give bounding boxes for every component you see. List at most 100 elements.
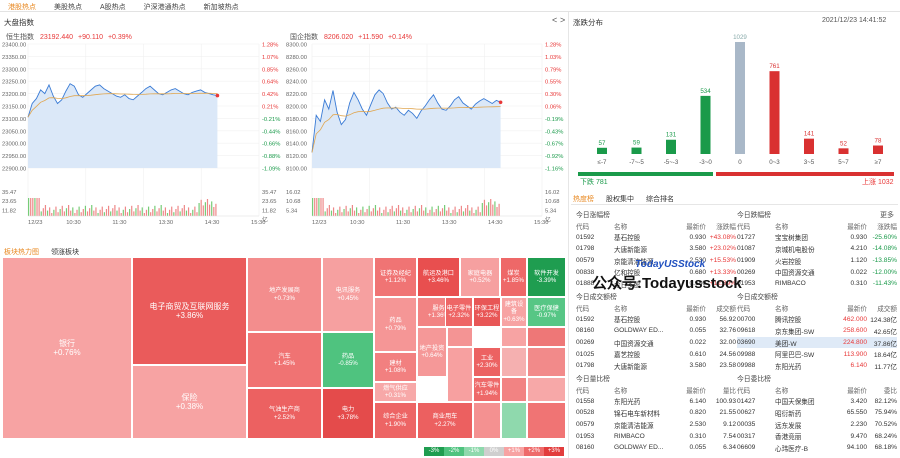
hscei-chart[interactable]: 8300.00 1.28% 8280.00 1.03% 8260.00 0.79% 8240… — [284, 40, 568, 240]
heat-cell-commercial-vehicle[interactable]: 商业用车 +2.27% — [417, 402, 473, 439]
heat-cell-drugs[interactable]: 药品 +0.79% — [374, 297, 417, 352]
table-row[interactable]: 01909 火岩控股 1.120 -13.85% — [737, 255, 897, 267]
heat-cell-conglomerate[interactable]: 综合企业 +1.90% — [374, 402, 417, 439]
table-row[interactable]: 00269 中国资源交通 0.022 32.00 — [576, 337, 736, 349]
heat-cell-ecommerce[interactable]: 电子商贸及互联网服务 +3.86% — [132, 257, 247, 365]
table-row[interactable]: 00528 锦石电车新材料 0.820 21.55 — [576, 407, 736, 419]
heat-cell-power[interactable]: 电力 +3.78% — [322, 388, 374, 439]
sector-heatmap[interactable]: 银行 +0.76% 电子商贸及互联网服务 +3.86% 保险 +0.38% 地产发展商 +0.… — [2, 257, 566, 439]
tab-heatmap[interactable]: 板块热力图 — [4, 249, 39, 256]
heat-cell-oil[interactable]: 气油生产商 +2.52% — [247, 388, 322, 439]
hscei-name[interactable]: 国企指数 — [290, 34, 318, 41]
table-row[interactable]: 01558 东阳光药 6.140 100.93 — [576, 396, 736, 408]
heat-cell-insurance[interactable]: 保险 +0.38% — [132, 365, 247, 439]
y-tick-label: 23100.00 — [2, 117, 26, 123]
table-row[interactable]: 01025 嘉艺控股 0.610 24.56 — [576, 348, 736, 360]
column-header: 名称 — [775, 223, 789, 231]
heat-cell-property[interactable]: 地产发展商 +0.73% — [247, 257, 322, 332]
heat-cell-minor[interactable] — [501, 402, 527, 439]
heat-cell-minor[interactable] — [447, 327, 473, 347]
table-row[interactable]: 01727 宝宝树集团 0.930 -25.60% — [737, 232, 897, 244]
table-cell: 24.56 — [719, 350, 736, 358]
table-row[interactable]: 00579 京能清洁能源 2.530 9.12 — [576, 419, 736, 431]
heat-cell-prop-invest[interactable]: 地产投资 +0.64% — [417, 327, 447, 377]
heat-cell-minor[interactable] — [473, 402, 501, 439]
tab-us-hot[interactable]: 美股热点 — [54, 4, 82, 11]
more-link[interactable]: 更多 — [880, 212, 894, 219]
heat-cell-appliance[interactable]: 家庭电器 +0.52% — [460, 257, 500, 297]
table-row[interactable]: 00627 昭衍新药 65.550 75.94% — [737, 407, 897, 419]
table-row[interactable]: 01592 基石控股 0.930 +43.08% — [576, 232, 736, 244]
heat-cell-enviro[interactable]: 环保工程 +3.22% — [473, 297, 501, 327]
table-row[interactable]: 00269 中国资源交通 0.022 -12.00% — [737, 266, 897, 278]
tab-sg-hot[interactable]: 新加坡热点 — [203, 4, 239, 11]
table-row[interactable]: 01798 大唐新能源 3.580 23.58 — [576, 360, 736, 372]
heat-cell-autoparts[interactable]: 汽车零件 +1.94% — [473, 377, 501, 402]
table-row[interactable]: 01087 京城机电股份 4.210 -14.08% — [737, 243, 897, 255]
heat-cell-minor[interactable] — [501, 377, 527, 402]
hsi-chart[interactable]: 23400.00 1.28% 23350.00 1.07% 23300.00 0.85% 2… — [0, 40, 285, 240]
heat-cell-auto[interactable]: 汽车 +1.45% — [247, 332, 322, 388]
dist-value: 1029 — [733, 34, 747, 41]
hsi-name[interactable]: 恒生指数 — [6, 34, 34, 41]
volume-bar — [458, 209, 460, 216]
heat-cell-securities[interactable]: 证券及经纪 +1.12% — [374, 257, 417, 297]
table-row[interactable]: 00700 腾讯控股 462.000 124.38亿 — [737, 314, 897, 326]
volume-bar — [492, 204, 494, 216]
heat-cell-telecom[interactable]: 电讯服务 +0.45% — [322, 257, 374, 332]
tab-hk-hot[interactable]: 港股热点 — [8, 4, 36, 11]
table-row[interactable]: 00317 香港竞丽 9.470 68.24% — [737, 430, 897, 442]
table-row[interactable]: 03690 美团-W 224.800 37.86亿 — [737, 336, 897, 349]
table-row[interactable]: 01798 大唐新能源 3.580 +23.02% — [576, 243, 736, 255]
table-row[interactable]: 08160 GOLDWAY ED... 0.055 6.34 — [576, 442, 736, 454]
heat-cell-electronics[interactable]: 电子零件 +2.32% — [445, 297, 473, 327]
heat-cell-minor[interactable] — [501, 347, 527, 377]
heat-cell-shipping[interactable]: 航运及港口 +3.46% — [417, 257, 460, 297]
table-cell: GOLDWAY ED... — [614, 327, 664, 335]
heat-cell-pharma[interactable]: 药品 -0.85% — [322, 332, 374, 388]
table-row[interactable]: 01888 今日多股 0.180 +12.39% — [576, 278, 736, 290]
table-row[interactable]: 01592 基石控股 0.930 56.92 — [576, 314, 736, 326]
table-row[interactable]: 01427 中国天保集团 3.420 82.12% — [737, 396, 897, 408]
heat-cell-minor[interactable] — [527, 327, 566, 347]
table-row[interactable]: 00838 亿和控股 0.680 +13.33% — [576, 266, 736, 278]
volume-bar — [211, 201, 213, 216]
table-cell: 32.76 — [719, 327, 736, 335]
heat-cell-gas[interactable]: 燃气供应 +0.31% — [374, 382, 417, 402]
heat-cell-minor[interactable] — [527, 402, 566, 439]
table-row[interactable]: 08160 GOLDWAY ED... 0.055 32.76 — [576, 325, 736, 337]
sector-name: 软件开发 — [534, 269, 559, 277]
tab-concentration[interactable]: 股权集中 — [606, 196, 634, 203]
tab-hot-rank[interactable]: 热度榜 — [573, 196, 594, 203]
table-row[interactable]: 01953 RIMBACO 0.310 -11.43% — [737, 278, 897, 290]
heat-cell-construction[interactable]: 建筑设备 +0.63% — [501, 297, 527, 327]
tab-a-hot[interactable]: A股热点 — [100, 4, 126, 11]
tab-leading-sectors[interactable]: 领涨板块 — [51, 249, 79, 256]
prev-icon[interactable]: < — [552, 15, 558, 25]
heat-cell-industrial[interactable]: 工业 +2.30% — [473, 347, 501, 377]
heat-cell-software[interactable]: 软件开发 -3.39% — [527, 257, 566, 297]
table-row[interactable]: 01953 RIMBACO 0.310 7.54 — [576, 430, 736, 442]
y-pct-label: -0.67% — [545, 142, 563, 148]
table-row[interactable]: 09988 阿里巴巴-SW 113.900 18.64亿 — [737, 348, 897, 360]
table-row[interactable]: 09988 东阳光药 6.140 11.77亿 — [737, 360, 897, 372]
table-row[interactable]: 00579 京能清洁能源 2.530 +15.53% — [576, 255, 736, 267]
heat-cell-healthcare[interactable]: 医疗保健 -0.97% — [527, 297, 566, 327]
sector-pct: -3.39% — [536, 277, 557, 284]
heat-cell-minor[interactable] — [447, 347, 473, 402]
heat-cell-materials[interactable]: 建材 +1.08% — [374, 352, 417, 382]
volume-bar — [206, 199, 209, 216]
heat-cell-minor[interactable] — [527, 377, 566, 402]
heat-cell-bank[interactable]: 银行 +0.76% — [2, 257, 132, 439]
heat-cell-minor[interactable] — [527, 347, 566, 377]
next-icon[interactable]: > — [560, 15, 566, 25]
table-row[interactable]: 09618 京东集团-SW 258.600 42.65亿 — [737, 325, 897, 337]
table-row[interactable]: 00035 远东发展 2.230 70.52% — [737, 419, 897, 431]
heat-cell-minor[interactable] — [501, 327, 527, 347]
sector-pct: +1.90% — [384, 420, 407, 428]
table-row[interactable]: 06609 心玮医疗-B 94.100 68.18% — [737, 442, 897, 454]
table-cell: 01025 — [576, 350, 595, 358]
heat-cell-coal[interactable]: 煤炭 +1.85% — [500, 257, 527, 297]
tab-connect-hot[interactable]: 沪深港通热点 — [143, 4, 186, 11]
tab-composite[interactable]: 综合排名 — [646, 196, 674, 203]
